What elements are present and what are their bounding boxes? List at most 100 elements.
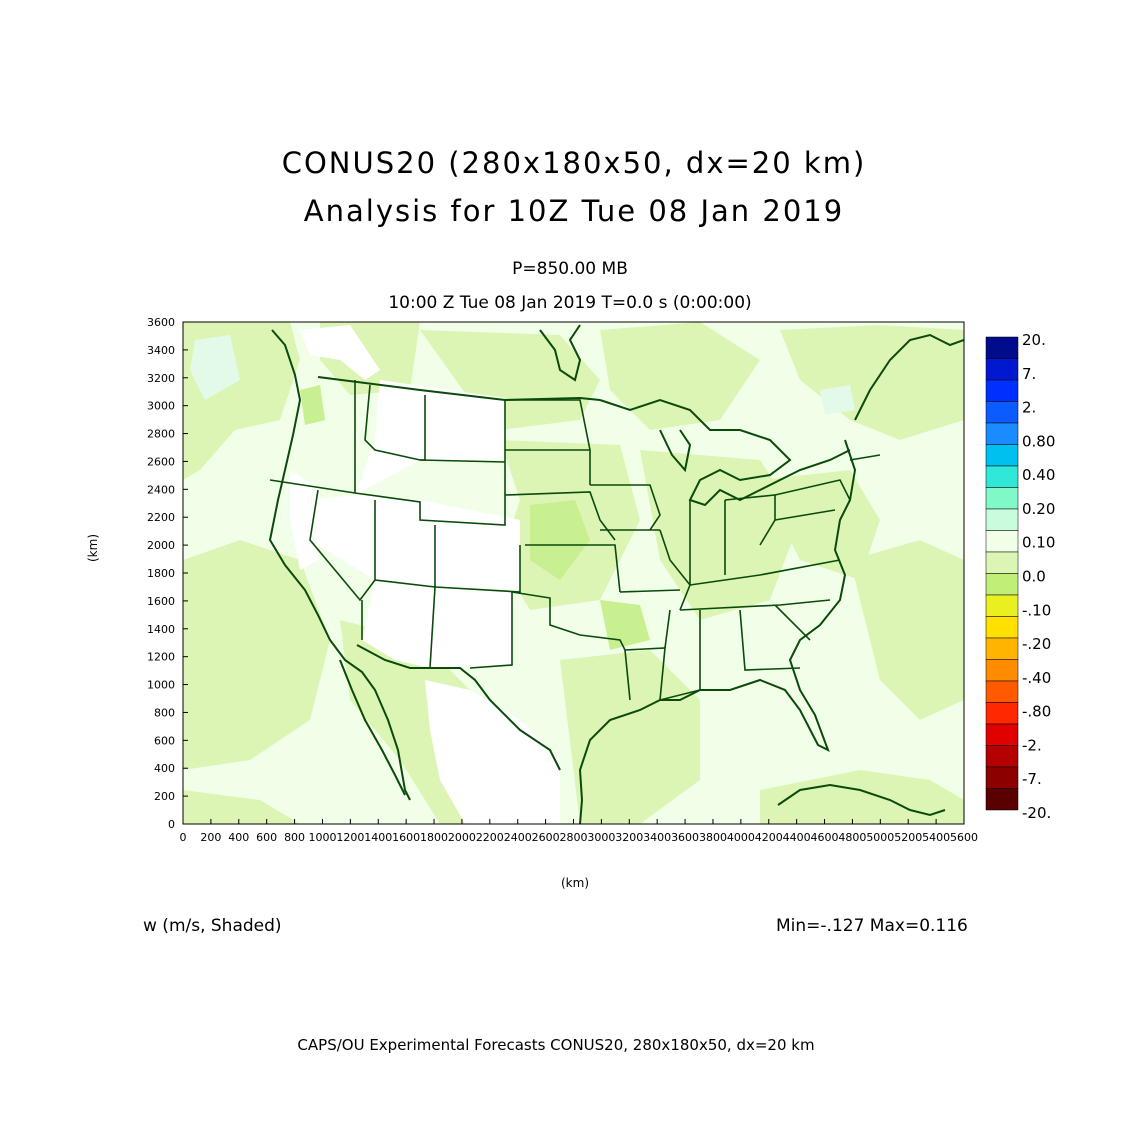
- state-line: [774, 479, 851, 501]
- colorbar-label: -.10: [1022, 601, 1051, 619]
- x-tick-label: 5400: [922, 831, 950, 844]
- colorbar-swatch: [985, 530, 1019, 553]
- state-line: [434, 545, 521, 593]
- y-tick-label: 3400: [147, 344, 175, 357]
- colorbar-swatch: [985, 508, 1019, 531]
- field-region: [190, 335, 240, 400]
- field-region: [300, 385, 325, 425]
- shaded-field: [183, 322, 964, 824]
- colorbar-swatch: [985, 702, 1019, 725]
- x-tick-label: 4800: [838, 831, 866, 844]
- state-line: [374, 500, 436, 588]
- field-region: [780, 325, 964, 440]
- x-tick-label: 4600: [811, 831, 839, 844]
- state-line: [590, 484, 661, 531]
- state-line: [624, 647, 701, 702]
- x-tick-label: 0: [180, 831, 187, 844]
- state-line: [505, 399, 591, 485]
- colorbar-swatch: [985, 401, 1019, 424]
- x-tick-label: 5200: [894, 831, 922, 844]
- field-region: [425, 680, 560, 824]
- field-region: [362, 580, 512, 668]
- colorbar-label: -2.: [1022, 736, 1042, 754]
- state-line: [269, 479, 356, 494]
- map-boundaries: [268, 324, 964, 824]
- x-tick-label: 3800: [699, 831, 727, 844]
- x-tick-label: 5600: [950, 831, 978, 844]
- x-tick-label: 4400: [783, 831, 811, 844]
- x-tick-label: 3400: [643, 831, 671, 844]
- colorbar-swatch: [985, 422, 1019, 445]
- x-tick-label: 4000: [727, 831, 755, 844]
- footer-label: CAPS/OU Experimental Forecasts CONUS20, …: [297, 1036, 815, 1054]
- state-line: [469, 592, 513, 669]
- colorbar-swatch: [985, 766, 1019, 789]
- state-line: [429, 586, 436, 669]
- state-line: [724, 494, 776, 546]
- y-tick-label: 1000: [147, 679, 175, 692]
- colorbar-swatch: [985, 723, 1019, 746]
- colorbar-swatch: [985, 616, 1019, 639]
- state-line: [849, 454, 881, 461]
- variable-label: w (m/s, Shaded): [143, 916, 282, 936]
- level-label: P=850.00 MB: [512, 259, 628, 279]
- x-tick-label: 2400: [504, 831, 532, 844]
- x-tick-label: 1000: [308, 831, 336, 844]
- y-axis-label: (km): [86, 533, 100, 562]
- field-region: [600, 322, 760, 430]
- colorbar-swatch: [985, 573, 1019, 596]
- x-tick-label: 2600: [532, 831, 560, 844]
- x-tick-label: 3200: [615, 831, 643, 844]
- y-tick-label: 1600: [147, 595, 175, 608]
- field-region: [183, 540, 330, 770]
- x-tick-label: 3000: [587, 831, 615, 844]
- field-region: [290, 470, 320, 570]
- state-line: [525, 544, 621, 593]
- y-tick-label: 2400: [147, 483, 175, 496]
- state-line: [774, 509, 836, 521]
- x-tick-label: 1400: [364, 831, 392, 844]
- y-tick-label: 0: [168, 818, 175, 831]
- state-line: [774, 604, 811, 641]
- colorbar-label: -.20: [1022, 635, 1051, 653]
- y-tick-label: 3600: [147, 316, 175, 329]
- colorbar-swatch: [985, 487, 1019, 510]
- y-tick-label: 400: [154, 762, 175, 775]
- field-region: [530, 500, 590, 580]
- field-region: [420, 330, 600, 430]
- x-axis-label: (km): [561, 876, 590, 890]
- state-line: [354, 400, 506, 526]
- x-tick-label: 800: [284, 831, 305, 844]
- colorbar-swatch: [985, 594, 1019, 617]
- coastline-north-east: [854, 333, 964, 421]
- y-tick-label: 800: [154, 706, 175, 719]
- field-region: [300, 325, 380, 380]
- state-line: [659, 529, 691, 611]
- y-tick-label: 1800: [147, 567, 175, 580]
- state-line: [619, 589, 681, 593]
- y-tick-label: 200: [154, 790, 175, 803]
- state-line: [679, 599, 831, 611]
- y-tick-label: 2200: [147, 511, 175, 524]
- x-tick-label: 200: [200, 831, 221, 844]
- coastline-west: [268, 329, 411, 801]
- state-line: [419, 459, 506, 463]
- x-tick-label: 1600: [392, 831, 420, 844]
- coastline-cuba: [777, 783, 946, 817]
- colorbar-label: 20.: [1022, 331, 1046, 349]
- border-mexico: [356, 644, 561, 771]
- colorbar-label: -.80: [1022, 703, 1051, 721]
- coastline-canada: [539, 324, 582, 382]
- great-lakes: [599, 398, 851, 507]
- colorbar-label: 0.40: [1022, 466, 1055, 484]
- state-line: [739, 609, 801, 671]
- y-tick-label: 600: [154, 734, 175, 747]
- colorbar-swatch: [985, 465, 1019, 488]
- x-axis: 0 200 400 600 800 1000 1200 1400 1600 1800 2000 220…: [180, 819, 978, 844]
- coastline-east: [578, 439, 857, 824]
- colorbar-label: 0.0: [1022, 568, 1046, 586]
- y-tick-label: 3000: [147, 400, 175, 413]
- y-tick-label: 2000: [147, 539, 175, 552]
- colorbar-swatch: [985, 659, 1019, 682]
- title-line-2: Analysis for 10Z Tue 08 Jan 2019: [303, 194, 845, 228]
